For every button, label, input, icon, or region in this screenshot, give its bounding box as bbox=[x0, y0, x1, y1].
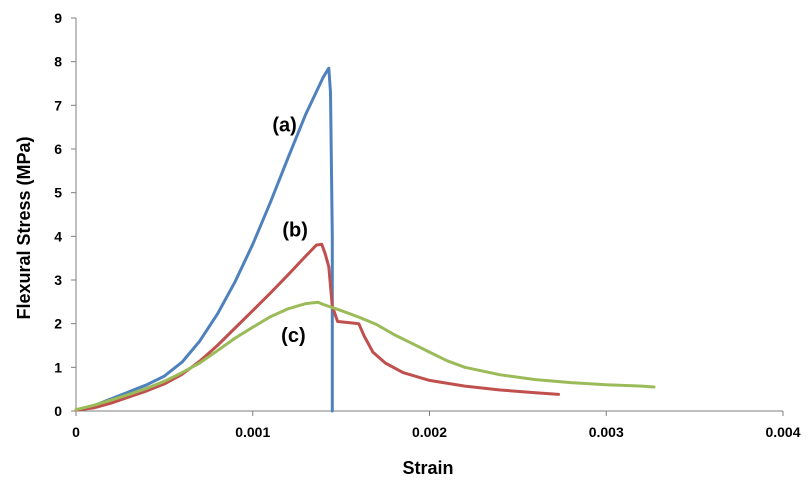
y-tick-label: 0 bbox=[54, 403, 62, 419]
y-tick-label: 9 bbox=[54, 10, 62, 26]
y-tick-label: 6 bbox=[54, 141, 62, 157]
y-tick-label: 8 bbox=[54, 54, 62, 70]
x-tick-label: 0.003 bbox=[589, 424, 624, 440]
y-tick-label: 7 bbox=[54, 97, 62, 113]
y-tick-label: 2 bbox=[54, 316, 62, 332]
curve-label: (b) bbox=[282, 219, 308, 241]
y-tick-label: 5 bbox=[54, 185, 62, 201]
y-tick-label: 3 bbox=[54, 272, 62, 288]
y-tick-label: 1 bbox=[54, 359, 62, 375]
y-axis-title: Flexural Stress (MPa) bbox=[14, 136, 34, 319]
x-axis-title: Strain bbox=[402, 458, 453, 478]
x-tick-label: 0.002 bbox=[412, 424, 447, 440]
series-line-3 bbox=[74, 300, 656, 412]
curve-label: (c) bbox=[281, 325, 305, 347]
y-tick-label: 4 bbox=[54, 228, 62, 244]
x-tick-label: 0 bbox=[72, 424, 80, 440]
x-tick-label: 0.001 bbox=[235, 424, 270, 440]
series-line-1 bbox=[74, 66, 334, 413]
curve-label: (a) bbox=[272, 115, 296, 137]
series-line-2 bbox=[74, 242, 560, 412]
x-tick-label: 0.004 bbox=[765, 424, 800, 440]
